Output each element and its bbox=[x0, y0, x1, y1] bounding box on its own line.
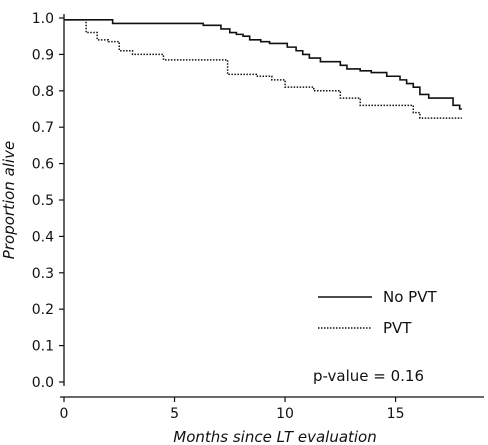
x-tick-label: 0 bbox=[60, 406, 69, 422]
y-tick-label: 0.0 bbox=[32, 375, 54, 391]
legend-label-no-pvt: No PVT bbox=[383, 288, 437, 306]
x-tick-label: 15 bbox=[387, 406, 405, 422]
y-tick-label: 0.4 bbox=[32, 229, 54, 245]
y-tick-label: 0.5 bbox=[32, 193, 54, 209]
y-tick-label: 0.8 bbox=[32, 84, 54, 100]
p-value-annotation: p-value = 0.16 bbox=[313, 367, 424, 385]
x-ticks: 0 5 10 15 bbox=[60, 397, 405, 422]
series-line-pvt bbox=[64, 19, 462, 119]
y-tick-label: 0.7 bbox=[32, 120, 54, 136]
y-tick-label: 0.1 bbox=[32, 339, 54, 355]
series-line-no-pvt bbox=[64, 19, 462, 110]
y-tick-label: 0.2 bbox=[32, 302, 54, 318]
y-ticks: 0.0 0.1 0.2 0.3 0.4 0.5 0.6 0.7 0.8 0.9 1.0 bbox=[32, 11, 64, 391]
x-tick-label: 5 bbox=[170, 406, 179, 422]
series-layer bbox=[64, 19, 462, 119]
y-tick-label: 0.6 bbox=[32, 157, 54, 173]
y-axis-title: Proportion alive bbox=[0, 141, 18, 259]
y-tick-label: 0.3 bbox=[32, 266, 54, 282]
axes bbox=[60, 14, 484, 398]
y-tick-label: 1.0 bbox=[32, 11, 54, 27]
legend-label-pvt: PVT bbox=[383, 319, 412, 337]
x-tick-label: 10 bbox=[276, 406, 294, 422]
legend: No PVT PVT bbox=[318, 288, 437, 337]
y-tick-label: 0.9 bbox=[32, 47, 54, 63]
x-axis-title: Months since LT evaluation bbox=[173, 428, 377, 445]
